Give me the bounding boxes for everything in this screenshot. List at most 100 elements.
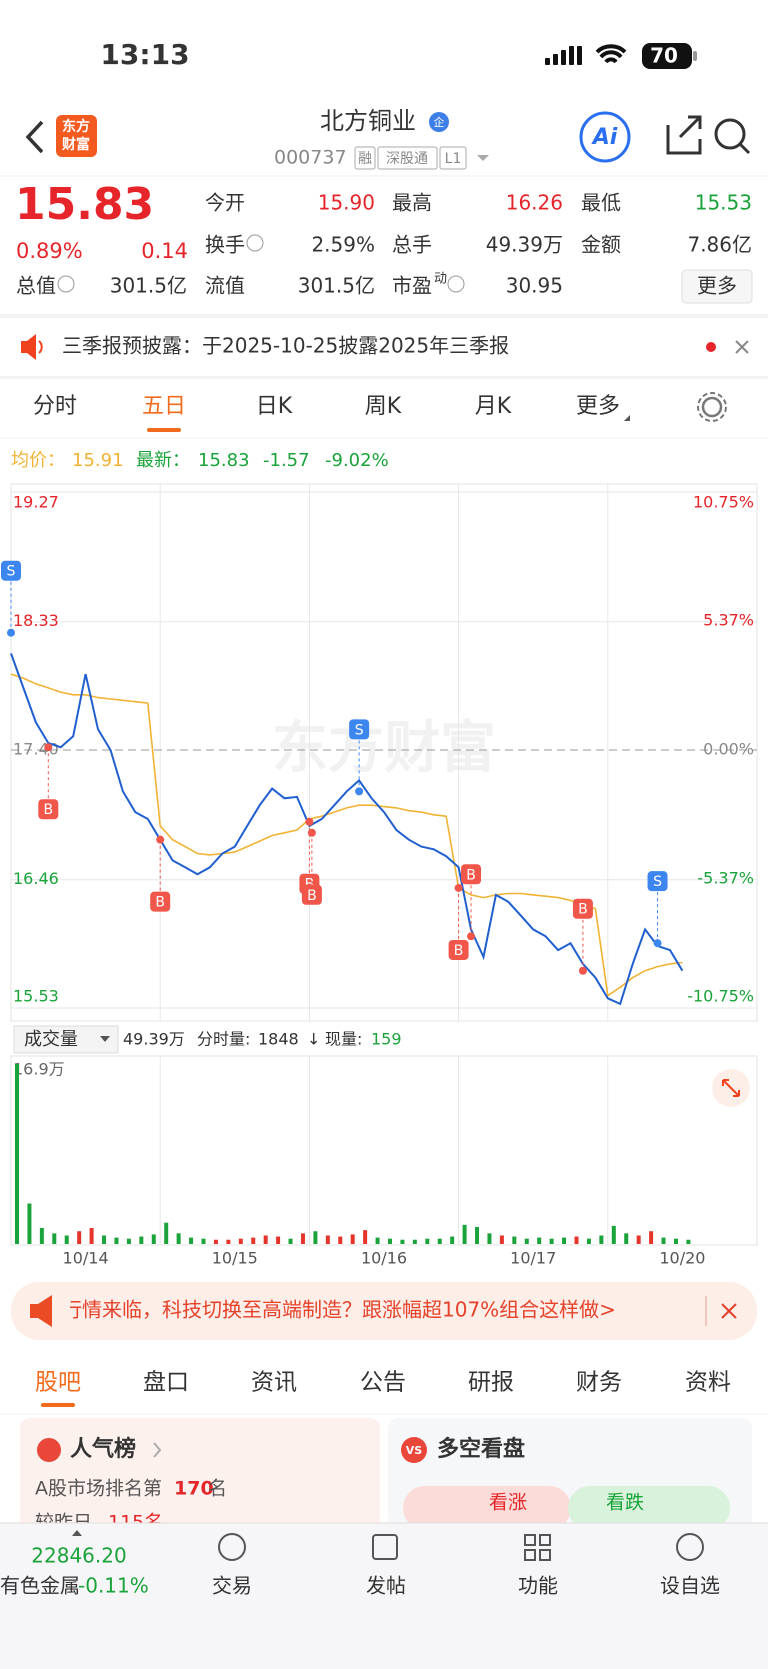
nav-item[interactable]: 交易 — [212, 1574, 252, 1598]
nav-item[interactable]: 发帖 — [366, 1574, 406, 1598]
search-handle — [738, 142, 751, 155]
ai-button[interactable] — [579, 111, 631, 163]
trade-label: B — [43, 802, 53, 818]
index-name: 有色金属 — [0, 1574, 80, 1598]
trade-badge[interactable] — [1, 560, 21, 581]
field-label: 市盈 — [392, 274, 432, 298]
trade-label: B — [466, 867, 476, 883]
last-label: 最新： — [136, 450, 190, 471]
rank-card[interactable] — [20, 1418, 380, 1528]
more-button[interactable] — [681, 269, 753, 304]
volume-bar — [400, 1239, 405, 1244]
field-label: 流值 — [205, 274, 245, 298]
period-tab[interactable]: 分时 — [33, 394, 77, 419]
divider — [0, 314, 768, 318]
volume-bar — [499, 1235, 504, 1244]
banner[interactable] — [11, 1282, 757, 1340]
notice-close[interactable] — [735, 340, 749, 354]
volume-bar — [139, 1236, 144, 1244]
volume-bar — [313, 1231, 318, 1244]
back-button[interactable] — [25, 120, 44, 154]
dropdown-arrow[interactable] — [477, 155, 489, 161]
volume-bar — [238, 1238, 243, 1244]
info-icon[interactable] — [246, 234, 264, 252]
tag: L1 — [445, 151, 462, 167]
trade-badge[interactable] — [349, 719, 370, 740]
slot-label: 分时量: — [197, 1030, 250, 1049]
trade-label: B — [578, 902, 588, 918]
y2-tick-label: -5.37% — [697, 868, 754, 887]
trade-point — [355, 787, 364, 796]
speaker-icon — [21, 334, 36, 360]
trade-badge[interactable] — [301, 884, 322, 905]
volume-bar — [27, 1203, 32, 1244]
volume-bar — [325, 1235, 330, 1244]
volume-bar — [64, 1235, 69, 1244]
y-tick-label: 15.53 — [13, 987, 59, 1006]
field-label: 最低 — [581, 191, 621, 215]
section-tab[interactable]: 股吧 — [35, 1370, 81, 1396]
trade-badge[interactable] — [647, 871, 668, 892]
down-text: 看跌 — [606, 1492, 644, 1514]
settings-button[interactable] — [701, 396, 723, 418]
y-tick-label: 16.46 — [13, 869, 59, 888]
volume-bar — [102, 1235, 107, 1244]
volume-bar — [288, 1238, 293, 1244]
volume-bar — [15, 1064, 19, 1244]
logo — [56, 115, 97, 157]
settings-gear — [697, 392, 727, 422]
nav-item[interactable]: 设自选 — [660, 1574, 720, 1598]
trade-badge[interactable] — [38, 799, 59, 820]
stock-code: 000737 — [274, 147, 347, 169]
nav-items: 交易 发帖 功能 设自选 — [212, 1574, 720, 1598]
x-tick-label: 10/17 — [510, 1249, 556, 1268]
volume-bar — [176, 1233, 181, 1244]
trade-icon — [218, 1533, 246, 1561]
search-button[interactable] — [714, 118, 746, 150]
trade-point — [44, 743, 53, 752]
period-tab[interactable]: 周K — [365, 394, 402, 419]
down-pill[interactable] — [568, 1486, 730, 1530]
price-frame — [10, 483, 758, 1022]
section-tab[interactable]: 资料 — [685, 1370, 731, 1396]
volume-bar — [201, 1238, 206, 1244]
banner-close[interactable] — [721, 1303, 737, 1319]
volume-bar — [586, 1238, 591, 1244]
period-tab[interactable]: 日K — [256, 394, 293, 419]
info-icon[interactable] — [447, 275, 465, 293]
section-tab[interactable]: 财务 — [576, 1370, 622, 1396]
badge-text: 企 — [434, 115, 445, 129]
volume-bar — [636, 1235, 641, 1244]
up-pill[interactable] — [403, 1486, 571, 1530]
field-value: 16.26 — [506, 191, 563, 215]
period-tab[interactable]: 更多 — [576, 394, 620, 419]
period-tab[interactable]: 五日 — [142, 394, 186, 419]
trade-badge[interactable] — [150, 891, 171, 912]
share-button[interactable] — [666, 115, 702, 155]
y2-tick-label: 5.37% — [703, 611, 754, 630]
notice-dot — [706, 342, 716, 352]
section-tab[interactable]: 公告 — [360, 1370, 406, 1396]
section-tab[interactable]: 研报 — [468, 1370, 514, 1396]
section-tab[interactable]: 盘口 — [143, 1370, 189, 1396]
bull-bear-title: 多空看盘 — [437, 1436, 525, 1462]
x-tick-label: 10/20 — [659, 1249, 705, 1268]
trade-badge[interactable] — [572, 898, 593, 919]
field-label: 换手 — [205, 233, 245, 257]
last-change-pct: -9.02% — [325, 450, 389, 471]
nav-item[interactable]: 功能 — [518, 1574, 558, 1598]
y2-tick-label: 0.00% — [703, 740, 754, 759]
section-tab[interactable]: 资讯 — [251, 1370, 297, 1396]
trade-label: S — [7, 564, 16, 580]
volume-bar — [276, 1236, 281, 1244]
battery-tip — [693, 51, 697, 61]
field-value: 15.53 — [695, 191, 752, 215]
info-icon[interactable] — [57, 275, 75, 293]
index-value[interactable]: 22846.20 — [31, 1544, 126, 1568]
trade-badge[interactable] — [461, 864, 482, 885]
selector-arrow — [100, 1036, 110, 1042]
trade-badge[interactable] — [448, 939, 469, 960]
volume-selector[interactable] — [13, 1025, 119, 1054]
watch-icon — [676, 1533, 704, 1561]
period-tab[interactable]: 月K — [475, 394, 512, 419]
